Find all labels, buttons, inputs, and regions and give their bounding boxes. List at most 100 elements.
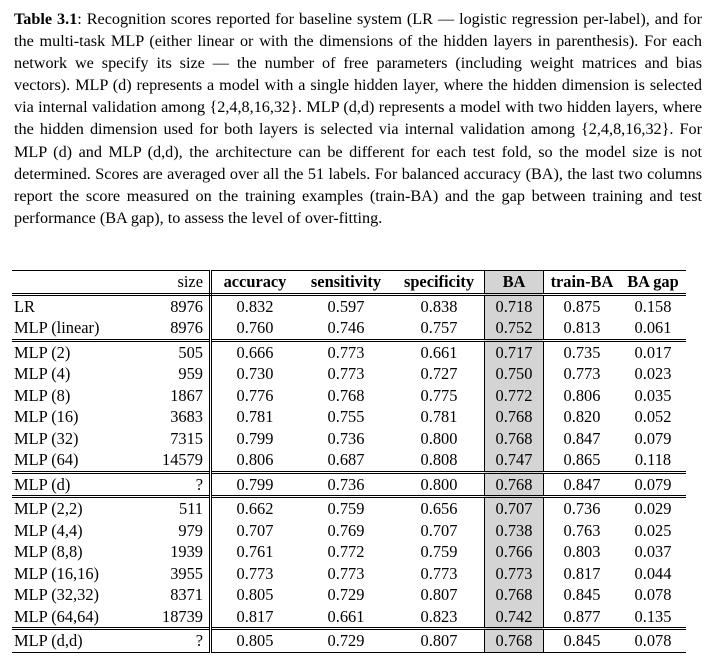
ba-value: 0.773 xyxy=(484,562,544,584)
accuracy-value: 0.707 xyxy=(236,520,274,540)
accuracy-value: 0.760 xyxy=(236,318,274,337)
sensitivity-value: 0.769 xyxy=(327,520,365,540)
model-name: MLP (8) xyxy=(14,385,71,405)
sensitivity-value: 0.768 xyxy=(327,385,365,405)
sensitivity-value: 0.729 xyxy=(327,585,365,604)
train-ba-value: 0.847 xyxy=(543,470,620,497)
ba-gap-value: 0.061 xyxy=(634,318,672,337)
header-sensitivity: sensitivity xyxy=(297,270,394,296)
sensitivity-value: 0.746 xyxy=(327,318,365,337)
specificity-value: 0.807 xyxy=(393,584,485,606)
train-ba-value: 0.865 xyxy=(563,450,601,469)
train-ba-value: 0.735 xyxy=(543,338,620,363)
sensitivity-value: 0.687 xyxy=(327,450,365,469)
model-size: 8371 xyxy=(162,584,212,606)
accuracy-value: 0.806 xyxy=(236,450,274,469)
specificity-value: 0.773 xyxy=(393,562,485,584)
ba-value: 0.768 xyxy=(484,584,544,606)
accuracy-value: 0.781 xyxy=(236,407,274,426)
table-row: MLP (4,4) 979 0.707 0.769 0.707 0.738 0.763 0.0… xyxy=(12,519,686,541)
ba-gap-value: 0.052 xyxy=(634,407,672,426)
accuracy-value: 0.799 xyxy=(210,470,298,497)
model-size: 511 xyxy=(162,495,212,520)
model-name: MLP (32,32) xyxy=(14,585,99,604)
table-header-row: size accuracy sensitivity specificity BA… xyxy=(12,270,686,296)
accuracy-value: 0.805 xyxy=(236,585,274,604)
table-row: MLP (4) 959 0.730 0.773 0.727 0.750 0.773 0.023 xyxy=(12,363,686,385)
model-size: 8976 xyxy=(162,317,212,340)
ba-value: 0.766 xyxy=(484,541,544,563)
table-row: MLP (2,2) 511 0.662 0.759 0.656 0.707 0.736 0.0… xyxy=(12,495,686,520)
sensitivity-value: 0.729 xyxy=(297,627,394,653)
specificity-value: 0.800 xyxy=(393,427,485,449)
accuracy-value: 0.817 xyxy=(236,606,274,626)
model-name: MLP (64,64) xyxy=(14,606,99,626)
train-ba-value: 0.845 xyxy=(563,585,601,604)
accuracy-value: 0.773 xyxy=(236,563,274,583)
ba-gap-value: 0.023 xyxy=(634,364,672,383)
ba-gap-value: 0.118 xyxy=(634,450,672,469)
specificity-value: 0.807 xyxy=(393,627,485,653)
table-row: MLP (32,32) 8371 0.805 0.729 0.807 0.768 0.845… xyxy=(12,584,686,606)
train-ba-value: 0.847 xyxy=(563,428,601,448)
ba-gap-value: 0.079 xyxy=(619,470,686,497)
accuracy-value: 0.666 xyxy=(210,338,298,363)
model-name: MLP (64) xyxy=(14,450,79,469)
accuracy-value: 0.730 xyxy=(236,364,274,383)
specificity-value: 0.757 xyxy=(393,317,485,340)
ba-value: 0.752 xyxy=(484,317,544,340)
specificity-value: 0.808 xyxy=(393,449,485,472)
model-name: LR xyxy=(14,296,35,316)
model-name: MLP (16,16) xyxy=(14,563,99,583)
model-name: MLP (4) xyxy=(14,364,71,383)
train-ba-value: 0.845 xyxy=(543,627,620,653)
ba-value: 0.768 xyxy=(484,470,544,497)
sensitivity-value: 0.736 xyxy=(297,470,394,497)
train-ba-value: 0.773 xyxy=(563,364,601,383)
header-size: size xyxy=(162,270,212,296)
accuracy-value: 0.662 xyxy=(210,495,298,520)
train-ba-value: 0.820 xyxy=(563,407,601,426)
ba-gap-value: 0.158 xyxy=(634,296,672,316)
table-row: MLP (2) 505 0.666 0.773 0.661 0.717 0.735 0.017 xyxy=(12,338,686,363)
ba-value: 0.768 xyxy=(484,427,544,449)
accuracy-value: 0.832 xyxy=(236,296,274,316)
accuracy-value: 0.776 xyxy=(236,385,274,405)
ba-gap-value: 0.017 xyxy=(619,338,686,363)
caption-text: : Recognition scores reported for baseli… xyxy=(14,10,703,227)
ba-gap-value: 0.135 xyxy=(634,606,672,626)
specificity-value: 0.781 xyxy=(393,406,485,428)
sensitivity-value: 0.736 xyxy=(327,428,365,448)
sensitivity-value: 0.597 xyxy=(327,296,365,316)
train-ba-value: 0.877 xyxy=(563,606,601,626)
header-train-ba: train-BA xyxy=(543,270,620,296)
model-name: MLP (d) xyxy=(12,470,162,497)
table-row: MLP (64,64) 18739 0.817 0.661 0.823 0.742 0.87… xyxy=(12,605,686,629)
results-table-wrapper: size accuracy sensitivity specificity BA… xyxy=(12,270,686,653)
ba-gap-value: 0.025 xyxy=(634,520,672,540)
ba-gap-value: 0.035 xyxy=(634,385,672,405)
train-ba-value: 0.736 xyxy=(543,495,620,520)
model-size: 1867 xyxy=(162,384,212,406)
accuracy-value: 0.799 xyxy=(236,428,274,448)
model-name: MLP (2) xyxy=(12,338,162,363)
table-caption: Table 3.1: Recognition scores reported f… xyxy=(14,8,702,229)
header-specificity: specificity xyxy=(393,270,485,296)
ba-value: 0.750 xyxy=(484,363,544,385)
model-size: 3955 xyxy=(162,562,212,584)
ba-value: 0.742 xyxy=(484,605,544,629)
train-ba-value: 0.813 xyxy=(563,318,601,337)
header-accuracy: accuracy xyxy=(210,270,298,296)
model-size: 959 xyxy=(162,363,212,385)
ba-gap-value: 0.078 xyxy=(634,585,672,604)
table-body: LR 8976 0.832 0.597 0.838 0.718 0.875 0.158 MLP … xyxy=(12,294,686,653)
specificity-value: 0.656 xyxy=(393,495,485,520)
sensitivity-value: 0.773 xyxy=(327,563,365,583)
ba-value: 0.747 xyxy=(484,449,544,472)
header-ba-gap: BA gap xyxy=(619,270,686,296)
ba-value: 0.772 xyxy=(484,384,544,406)
specificity-value: 0.800 xyxy=(393,470,485,497)
ba-gap-value: 0.044 xyxy=(634,563,672,583)
header-model xyxy=(12,270,162,296)
model-size: ? xyxy=(162,470,212,497)
